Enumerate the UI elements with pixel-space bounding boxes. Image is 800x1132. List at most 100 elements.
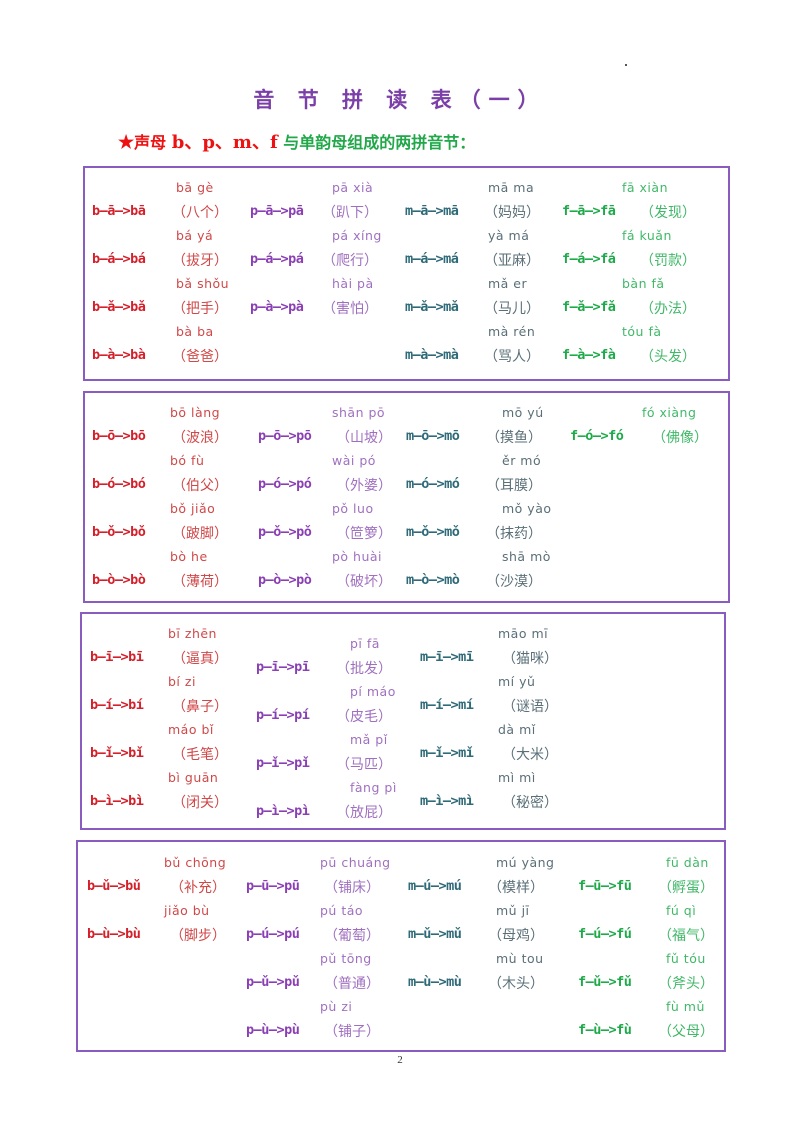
pinyin-f: fǔ tóu [666,951,706,966]
spelling-m: m—í—>mí [420,697,474,713]
word-p: （普通） [324,976,380,992]
spelling-f: f—á—>fá [562,251,616,267]
word-m: （马儿） [484,301,540,317]
word-b: （把手） [172,301,228,317]
spelling-b: b—ō—>bō [92,428,146,444]
pinyin-p: pù zi [320,999,353,1014]
word-b: （爸爸） [172,349,228,365]
pinyin-f: fú qì [666,903,697,918]
pinyin-m: mǒ yào [502,501,552,516]
pinyin-f: fū dàn [666,855,709,870]
spelling-b: b—ā—>bā [92,203,146,219]
word-m: （大米） [502,747,558,763]
pinyin-m: dà mǐ [498,722,536,737]
spelling-m: m—ò—>mò [406,572,460,588]
word-p: （趴下） [322,205,378,221]
spelling-p: p—ǒ—>pǒ [258,524,312,540]
word-m: （模样） [488,880,544,896]
spelling-p: p—ì—>pì [256,803,310,819]
word-m: （妈妈） [484,205,540,221]
word-p: （爬行） [322,253,378,269]
word-b: （薄荷） [172,574,228,590]
pinyin-f: tóu fà [622,324,662,339]
spelling-f: f—ó—>fó [570,428,624,444]
word-p: （马匹） [336,757,392,773]
spelling-b: b—ì—>bì [90,793,144,809]
spelling-f: f—ú—>fú [578,926,632,942]
pinyin-p: fàng pì [350,780,397,795]
pinyin-b: bō làng [170,405,221,420]
spelling-m: m—ī—>mī [420,649,474,665]
spelling-p: p—ǐ—>pǐ [256,755,310,771]
stray-dot [625,64,627,66]
word-m: （抹药） [486,526,542,542]
pinyin-f: fā xiàn [622,180,668,195]
word-f: （福气） [658,928,714,944]
word-f: （办法） [640,301,696,317]
word-f: （罚款） [640,253,696,269]
pinyin-m: mà rén [488,324,536,339]
word-b: （闭关） [172,795,228,811]
spelling-p: p—í—>pí [256,707,310,723]
word-p: （铺子） [324,1024,380,1040]
spelling-b: b—ǔ—>bǔ [87,878,141,894]
pinyin-b: bǔ chōng [164,855,227,870]
pinyin-m: ěr mó [502,453,542,468]
spelling-f: f—ā—>fā [562,203,616,219]
pinyin-b: jiǎo bù [164,903,210,918]
pinyin-p: pí máo [350,684,396,699]
spelling-f: f—ǎ—>fǎ [562,299,616,315]
section-a-box [83,166,730,381]
word-b: （鼻子） [172,699,228,715]
word-p: （皮毛） [336,709,392,725]
spelling-p: p—ù—>pù [246,1022,300,1038]
spelling-f: f—ǔ—>fǔ [578,974,632,990]
spelling-b: b—í—>bí [90,697,144,713]
spelling-m: m—ó—>mó [406,476,460,492]
pinyin-p: pǒ luo [332,501,374,516]
section-subtitle: ★声母 b、p、m、f 与单韵母组成的两拼音节： [118,128,475,154]
pinyin-m: mǎ er [488,276,528,291]
word-f: （佛像） [652,430,708,446]
page-title: 音 节 拼 读 表（一） [253,87,547,112]
pinyin-p: pā xià [332,180,374,195]
word-m: （亚麻） [484,253,540,269]
section-o-box [83,391,730,603]
spelling-m: m—ǔ—>mǔ [408,926,462,942]
word-p: （铺床） [324,880,380,896]
pinyin-m: mù tou [496,951,544,966]
spelling-b: b—ī—>bī [90,649,144,665]
pinyin-m: mǔ jī [496,903,530,918]
word-b: （补充） [170,880,226,896]
word-m: （秘密） [502,795,558,811]
pinyin-f: fù mǔ [666,999,705,1014]
spelling-m: m—à—>mà [405,347,459,363]
pinyin-m: mō yú [502,405,544,420]
pinyin-b: bá yá [176,228,214,243]
pinyin-p: pò huài [332,549,383,564]
pinyin-b: bā gè [176,180,214,195]
pinyin-f: bàn fǎ [622,276,665,291]
pinyin-m: mí yǔ [498,674,536,689]
word-b: （逼真） [172,651,228,667]
spelling-p: p—á—>pá [250,251,304,267]
spelling-m: m—á—>má [405,251,459,267]
pinyin-m: yà má [488,228,530,243]
pinyin-p: shān pō [332,405,386,420]
spelling-f: f—à—>fà [562,347,616,363]
word-p: （批发） [336,661,392,677]
spelling-p: p—à—>pà [250,299,304,315]
word-b: （伯父） [172,478,228,494]
word-b: （毛笔） [172,747,228,763]
pinyin-b: bà ba [176,324,214,339]
spelling-m: m—ǎ—>mǎ [405,299,459,315]
section-u-box [76,840,726,1052]
spelling-p: p—ī—>pī [256,659,310,675]
spelling-b: b—ó—>bó [92,476,146,492]
spelling-m: m—ō—>mō [406,428,460,444]
spelling-m: m—ǒ—>mǒ [406,524,460,540]
word-f: （发现） [640,205,696,221]
spelling-f: f—ū—>fū [578,878,632,894]
spelling-b: b—ò—>bò [92,572,146,588]
pinyin-b: bī zhēn [168,626,217,641]
